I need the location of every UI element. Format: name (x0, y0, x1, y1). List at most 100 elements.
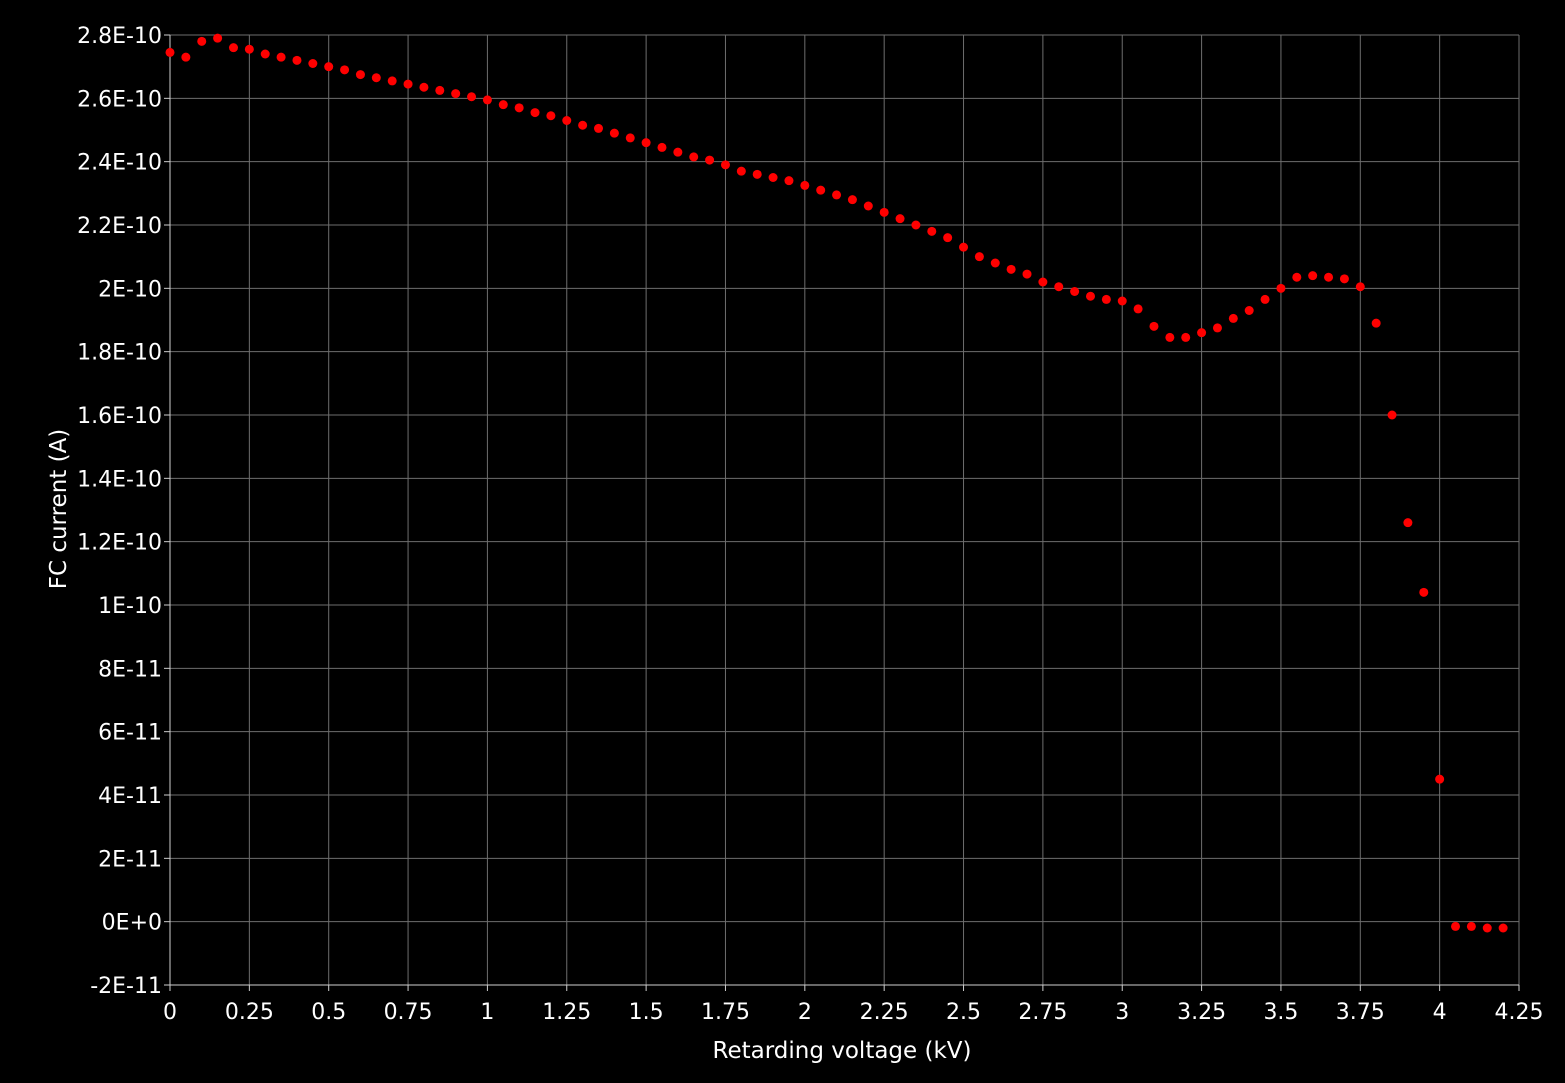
data-point (720, 160, 730, 170)
data-point (911, 220, 921, 230)
x-tick-label: 2.75 (1018, 1000, 1067, 1025)
data-point (1276, 283, 1286, 293)
data-point (736, 166, 746, 176)
data-point (419, 82, 429, 92)
data-point (260, 49, 270, 59)
data-point (578, 120, 588, 130)
data-point (927, 226, 937, 236)
data-point (355, 70, 365, 80)
data-point (943, 233, 953, 243)
data-point (308, 59, 318, 68)
data-point (324, 62, 334, 72)
data-point (244, 44, 254, 54)
x-tick-label: 1 (480, 1000, 494, 1025)
data-point (1482, 923, 1492, 933)
data-point (371, 73, 381, 83)
data-point (482, 95, 492, 105)
data-point (1387, 410, 1397, 420)
data-point (1498, 923, 1508, 933)
data-point (1022, 269, 1032, 279)
data-point (340, 65, 350, 75)
data-point (1038, 277, 1048, 287)
data-point (1085, 291, 1095, 301)
data-point (689, 152, 699, 162)
data-point (705, 155, 715, 165)
data-point (816, 185, 826, 195)
data-point (1070, 287, 1080, 296)
data-point (1466, 921, 1476, 931)
data-point (1181, 332, 1191, 342)
data-point (1165, 332, 1175, 342)
data-point (181, 52, 191, 62)
axes (164, 34, 1520, 991)
x-tick-label: 0.75 (384, 1000, 433, 1025)
data-point (292, 55, 302, 65)
y-tick-label: 6E-11 (98, 721, 162, 746)
data-point (1308, 271, 1318, 281)
data-point (1244, 306, 1254, 315)
data-point (784, 176, 794, 186)
y-tick-label: 1.2E-10 (77, 531, 162, 556)
data-point (1197, 328, 1207, 338)
data-point (863, 201, 873, 211)
data-point (625, 133, 635, 143)
data-point (752, 169, 762, 179)
data-point (451, 89, 461, 99)
data-point (1403, 518, 1413, 528)
x-tick-labels: 0 0.25 0.5 0.75 1 1.25 1.5 1.75 2 2.25 2.5 2.75 3 3.2… (163, 1000, 1543, 1025)
y-tick-label: 8E-11 (98, 657, 162, 682)
y-tick-label: 1.6E-10 (77, 404, 162, 429)
data-point (990, 258, 1000, 268)
data-point (1149, 321, 1159, 331)
x-tick-label: 4.25 (1495, 1000, 1544, 1025)
y-tick-label: 2E-11 (98, 847, 162, 872)
grid-lines (169, 34, 1520, 986)
x-tick-label: 1.5 (629, 1000, 664, 1025)
data-point (1228, 313, 1238, 323)
data-point (673, 147, 683, 157)
data-point (1133, 304, 1143, 314)
x-tick-label: 3.5 (1263, 1000, 1298, 1025)
x-tick-label: 3 (1115, 1000, 1129, 1025)
data-point (800, 180, 810, 190)
data-point (530, 108, 540, 118)
data-points (165, 33, 1508, 933)
x-axis-title: Retarding voltage (kV) (713, 1038, 972, 1064)
data-point (1101, 294, 1111, 304)
data-point (657, 142, 667, 152)
data-point (165, 47, 175, 57)
data-point (895, 214, 905, 224)
data-point (1355, 282, 1365, 292)
x-tick-label: 1.25 (542, 1000, 591, 1025)
x-tick-label: 0.5 (311, 1000, 346, 1025)
data-point (228, 43, 238, 53)
data-point (1324, 272, 1334, 282)
x-tick-label: 3.75 (1336, 1000, 1385, 1025)
data-point (467, 92, 477, 102)
data-point (879, 207, 889, 217)
y-tick-labels: 2.8E-10 2.6E-10 2.4E-10 2.2E-10 2E-10 1.8E-10… (77, 24, 162, 999)
data-point (1054, 282, 1064, 292)
x-tick-label: 2.5 (946, 1000, 981, 1025)
y-tick-label: 0E+0 (102, 911, 162, 936)
data-point (498, 100, 508, 110)
data-point (276, 52, 286, 62)
data-point (1419, 587, 1429, 597)
data-point (213, 33, 223, 43)
data-point (1006, 264, 1016, 274)
data-point (609, 128, 619, 138)
data-point (562, 116, 572, 125)
y-axis-title: FC current (A) (46, 429, 72, 590)
y-tick-label: 1E-10 (98, 594, 162, 619)
data-point (959, 242, 969, 252)
data-point (1451, 921, 1461, 931)
data-point (1435, 774, 1445, 784)
y-tick-label: 1.8E-10 (77, 341, 162, 366)
data-point (768, 173, 778, 182)
data-point (1292, 272, 1302, 282)
x-tick-label: 4 (1433, 1000, 1447, 1025)
data-point (514, 103, 524, 113)
data-point (1371, 318, 1381, 328)
data-point (1339, 274, 1349, 284)
